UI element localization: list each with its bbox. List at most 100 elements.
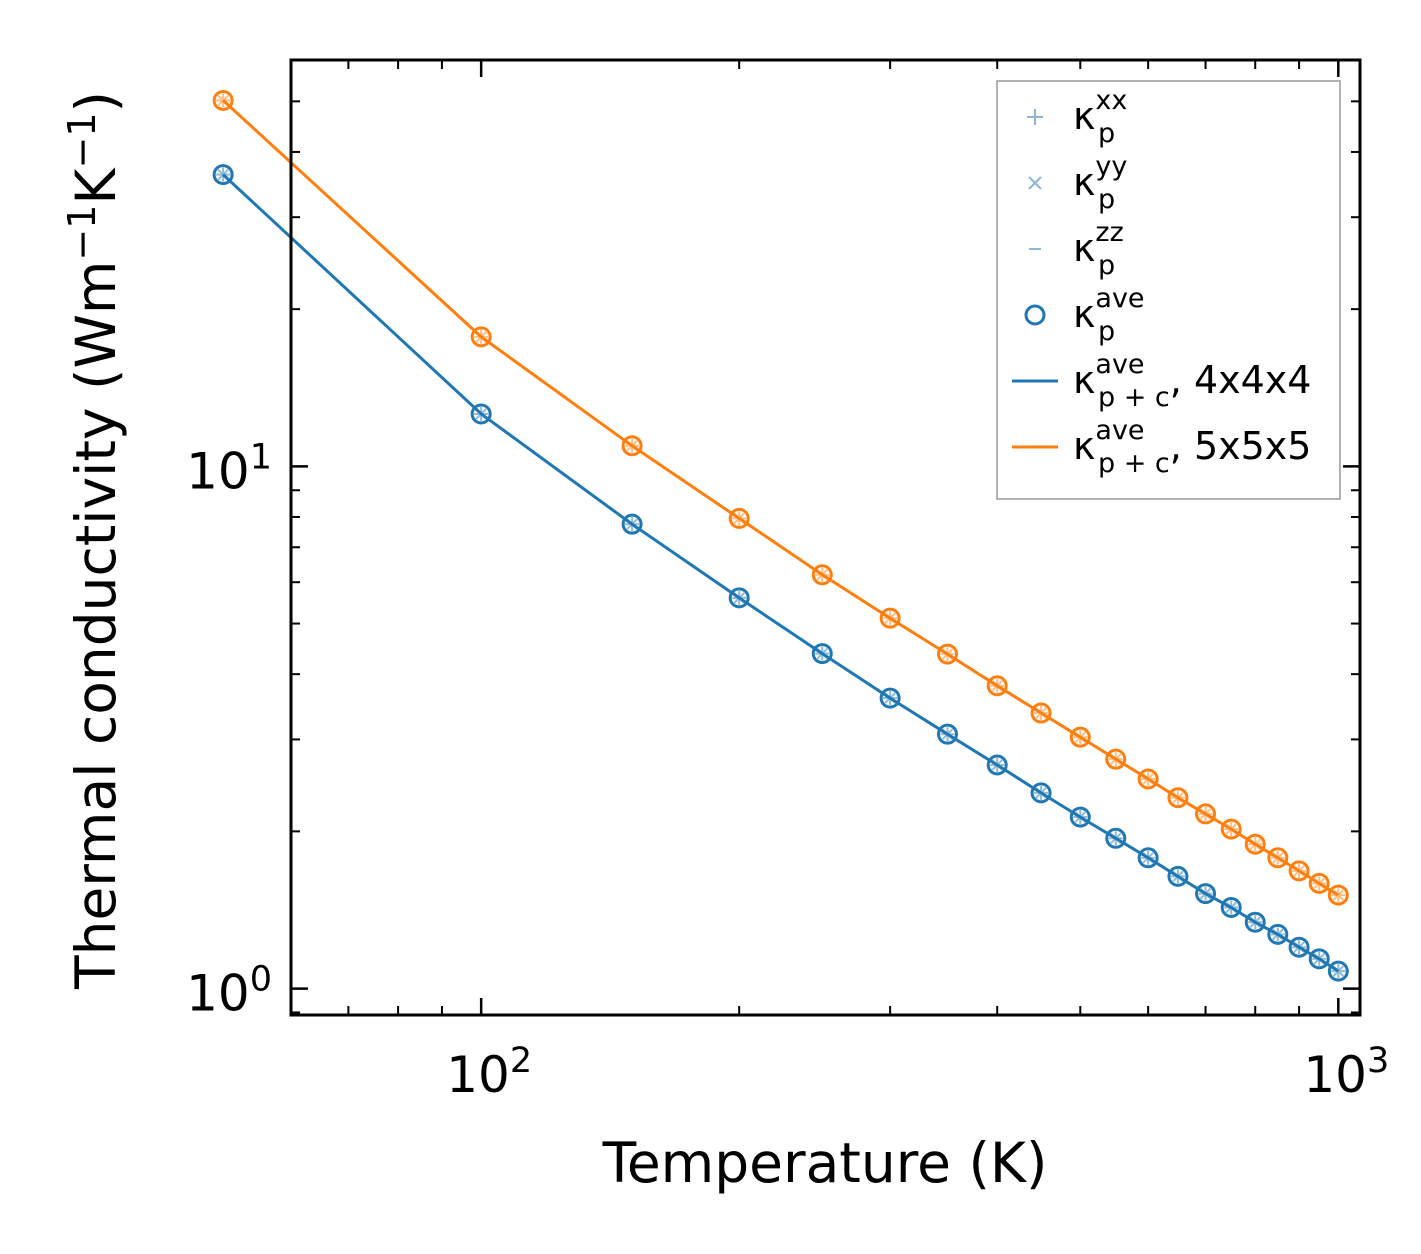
y-tick-label-base: 10 bbox=[186, 442, 250, 500]
kappa-yy-point bbox=[816, 569, 828, 581]
kappa-ave-point bbox=[1167, 865, 1189, 887]
legend-label-sub: p bbox=[1098, 118, 1115, 149]
component-markers bbox=[815, 567, 830, 582]
component-markers bbox=[1073, 730, 1088, 745]
legend-label-base: κ bbox=[1073, 94, 1095, 138]
kappa-ave-point bbox=[1195, 803, 1217, 825]
legend-label: κzz p bbox=[1073, 217, 1124, 281]
component-markers bbox=[216, 93, 231, 108]
kappa-yy-point bbox=[1249, 916, 1261, 928]
component-markers bbox=[732, 590, 747, 605]
kappa-ave-point bbox=[470, 403, 492, 425]
kappa-ave-point bbox=[1105, 748, 1127, 770]
kappa-yy-point bbox=[884, 612, 896, 624]
component-markers bbox=[883, 611, 898, 626]
x-tick-label: 102 bbox=[446, 1041, 532, 1104]
kappa-yy-point bbox=[1035, 787, 1047, 799]
legend-label-base: κ bbox=[1073, 292, 1095, 336]
kappa-yy-point bbox=[475, 331, 487, 343]
component-markers bbox=[1198, 886, 1213, 901]
kappa-yy-point bbox=[1110, 753, 1122, 765]
component-markers bbox=[1073, 810, 1088, 825]
kappa-yy-point bbox=[1332, 889, 1345, 901]
component-markers bbox=[1198, 806, 1213, 821]
legend-label-sup: yy bbox=[1095, 151, 1127, 182]
kappa-yy-point bbox=[626, 440, 638, 452]
kappa-ave-point bbox=[879, 607, 901, 629]
kappa-ave-point bbox=[1327, 884, 1349, 906]
kappa-ave-point bbox=[811, 643, 833, 665]
kappa-yy-point bbox=[1272, 928, 1284, 941]
legend-label-sup: zz bbox=[1095, 217, 1123, 248]
component-markers bbox=[1170, 869, 1185, 884]
kappa-yy-point bbox=[217, 168, 229, 181]
legend-label: κave p + c, 4x4x4 bbox=[1073, 349, 1311, 413]
plot-frame bbox=[289, 58, 1362, 1017]
kappa-ave-point bbox=[1069, 726, 1091, 748]
legend-label: κxx p bbox=[1073, 85, 1127, 149]
component-markers bbox=[1034, 785, 1049, 800]
x-tick-label-base: 10 bbox=[1303, 1046, 1367, 1104]
legend-label: κave p bbox=[1073, 283, 1145, 347]
legend-label-sub: p bbox=[1098, 184, 1115, 215]
kappa-ave-point bbox=[1288, 936, 1310, 958]
component-markers bbox=[474, 406, 489, 421]
component-markers bbox=[1292, 940, 1307, 955]
component-markers bbox=[1108, 752, 1123, 767]
kappa-yy-point bbox=[217, 94, 229, 107]
legend-label-sub: p + c bbox=[1098, 448, 1170, 479]
kappa-yy-point bbox=[1172, 870, 1184, 883]
y-tick-label-exp: 0 bbox=[250, 960, 272, 1000]
series-layer bbox=[212, 89, 1349, 982]
kappa-yy-point bbox=[626, 518, 638, 530]
kappa-yy-point bbox=[816, 647, 828, 660]
component-markers bbox=[940, 647, 955, 662]
kappa-ave-point bbox=[937, 723, 959, 745]
kappa-ave-point bbox=[1167, 787, 1189, 809]
legend-label-sup: xx bbox=[1095, 85, 1127, 116]
component-markers bbox=[1170, 790, 1185, 805]
component-markers bbox=[990, 757, 1005, 772]
kappa-yy-point bbox=[1313, 953, 1325, 965]
kappa-ave-point bbox=[212, 89, 234, 111]
kappa-yy-point bbox=[1225, 823, 1237, 835]
component-markers bbox=[1270, 927, 1285, 942]
component-markers bbox=[1141, 850, 1156, 865]
y-axis-label: Thermal conductivity (Wm−1K−1) bbox=[60, 91, 128, 990]
y-tick-label: 100 bbox=[186, 960, 272, 1023]
component-markers bbox=[625, 438, 640, 453]
legend-entry: κave p bbox=[1024, 283, 1145, 347]
kappa-ave-point bbox=[1244, 911, 1266, 933]
component-markers bbox=[815, 646, 830, 661]
major-ticks bbox=[291, 60, 1360, 1015]
y-tick-label: 101 bbox=[186, 437, 272, 500]
component-markers bbox=[940, 727, 955, 742]
kappa-ave-point bbox=[470, 326, 492, 348]
legend-label-suffix: , 4x4x4 bbox=[1170, 358, 1312, 402]
legend-label-base: κ bbox=[1073, 424, 1095, 468]
component-markers bbox=[1292, 863, 1307, 878]
component-markers bbox=[1224, 900, 1239, 915]
legend-label-sup: ave bbox=[1095, 283, 1144, 314]
component-markers bbox=[1034, 706, 1049, 721]
component-markers bbox=[625, 517, 640, 532]
kappa-ave-point bbox=[1137, 768, 1159, 790]
kappa-yy-point bbox=[991, 759, 1003, 771]
kappa-yy-point bbox=[1225, 901, 1237, 914]
legend-label-sub: p bbox=[1098, 250, 1115, 281]
x-axis-label: Temperature (K) bbox=[602, 1131, 1048, 1195]
legend-entry: κxx p bbox=[1027, 85, 1127, 149]
component-markers bbox=[1270, 850, 1285, 865]
x-tick-label-base: 10 bbox=[446, 1046, 510, 1104]
kappa-ave-point bbox=[1327, 960, 1349, 982]
kappa-yy-point bbox=[1313, 877, 1325, 890]
kappa-ave-point bbox=[986, 754, 1008, 776]
kappa-yy-point bbox=[1074, 811, 1086, 823]
y-axis-label-sup1: −1 bbox=[60, 205, 104, 261]
y-axis-label-sup2: −1 bbox=[60, 112, 104, 168]
kappa-yy-point bbox=[475, 408, 487, 420]
kappa-ave-point bbox=[1069, 806, 1091, 828]
